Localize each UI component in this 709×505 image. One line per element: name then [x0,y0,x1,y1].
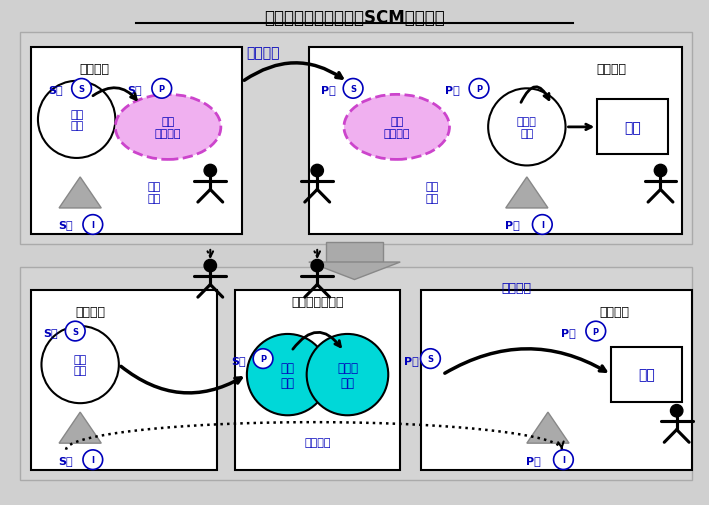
Text: 生産部門: 生産部門 [600,305,630,318]
Text: I: I [541,221,544,229]
Text: 生産要望: 生産要望 [246,46,280,60]
Text: S: S [350,85,356,93]
Text: S－: S－ [48,85,62,95]
Ellipse shape [116,95,220,160]
Polygon shape [309,263,400,280]
Ellipse shape [671,405,683,417]
Text: 生産数
決定: 生産数 決定 [517,117,537,138]
Ellipse shape [72,79,91,99]
Text: S－: S－ [128,85,142,95]
FancyBboxPatch shape [597,100,668,155]
Text: 販売部門: 販売部門 [79,63,109,76]
Text: P: P [159,85,164,93]
Text: 生産: 生産 [638,368,655,382]
Ellipse shape [38,82,116,159]
Ellipse shape [83,215,103,235]
Text: 生産数
決定: 生産数 決定 [337,361,358,389]
Ellipse shape [41,326,119,403]
Ellipse shape [420,349,440,369]
Ellipse shape [65,322,85,341]
Text: P: P [593,327,599,336]
FancyBboxPatch shape [421,290,692,470]
Polygon shape [506,178,548,209]
Text: S－: S－ [59,455,73,465]
Text: P－: P－ [562,327,576,337]
FancyBboxPatch shape [611,347,681,402]
Ellipse shape [311,165,323,177]
FancyBboxPatch shape [309,48,681,235]
Text: 需給調整機能の分化とSCMセンター: 需給調整機能の分化とSCMセンター [264,9,445,27]
Text: 販売部門: 販売部門 [76,305,106,318]
FancyBboxPatch shape [326,242,383,263]
FancyBboxPatch shape [31,48,242,235]
Text: S－: S－ [43,327,57,337]
Text: P－: P－ [320,85,335,95]
Text: S－: S－ [59,220,73,230]
Ellipse shape [654,165,666,177]
Text: 生産: 生産 [624,121,641,135]
Text: S－: S－ [231,355,245,365]
Ellipse shape [343,79,363,99]
Text: ＳＣＭセンター: ＳＣＭセンター [291,295,344,308]
Text: S: S [79,85,84,93]
Text: 生産
要望精査: 生産 要望精査 [384,117,410,138]
Text: P: P [476,85,482,93]
Ellipse shape [554,450,574,470]
Ellipse shape [204,260,216,272]
Text: 生産指示: 生産指示 [501,281,531,294]
Ellipse shape [204,165,216,177]
Ellipse shape [83,450,103,470]
Ellipse shape [489,89,566,166]
Text: S: S [428,355,433,364]
Text: I: I [91,456,94,464]
Polygon shape [59,178,101,209]
Text: P－: P－ [445,85,460,95]
Text: P－: P－ [526,455,541,465]
Ellipse shape [311,260,323,272]
Text: 生産部門: 生産部門 [596,63,626,76]
Text: 在庫
責任: 在庫 責任 [147,182,161,204]
Text: 需要
予測: 需要 予測 [70,110,83,131]
Text: 需要
予測: 需要 予測 [74,354,86,376]
Text: P: P [260,355,266,364]
Ellipse shape [152,79,172,99]
Ellipse shape [247,334,328,416]
Text: S: S [72,327,78,336]
Ellipse shape [307,334,389,416]
Text: 在庫責任: 在庫責任 [304,437,331,447]
Ellipse shape [532,215,552,235]
Text: P－: P－ [403,355,418,365]
FancyBboxPatch shape [235,290,400,470]
Text: P－: P－ [505,220,520,230]
Ellipse shape [344,95,450,160]
Text: 生産
要望決定: 生産 要望決定 [155,117,182,138]
Polygon shape [59,412,101,443]
Ellipse shape [586,322,605,341]
FancyBboxPatch shape [21,33,692,245]
FancyBboxPatch shape [31,290,218,470]
Ellipse shape [253,349,273,369]
Ellipse shape [469,79,489,99]
Text: 需要
精査: 需要 精査 [281,361,295,389]
Polygon shape [527,412,569,443]
FancyBboxPatch shape [21,268,692,480]
Text: 在庫
責任: 在庫 責任 [425,182,438,204]
Text: I: I [91,221,94,229]
Text: I: I [562,456,565,464]
